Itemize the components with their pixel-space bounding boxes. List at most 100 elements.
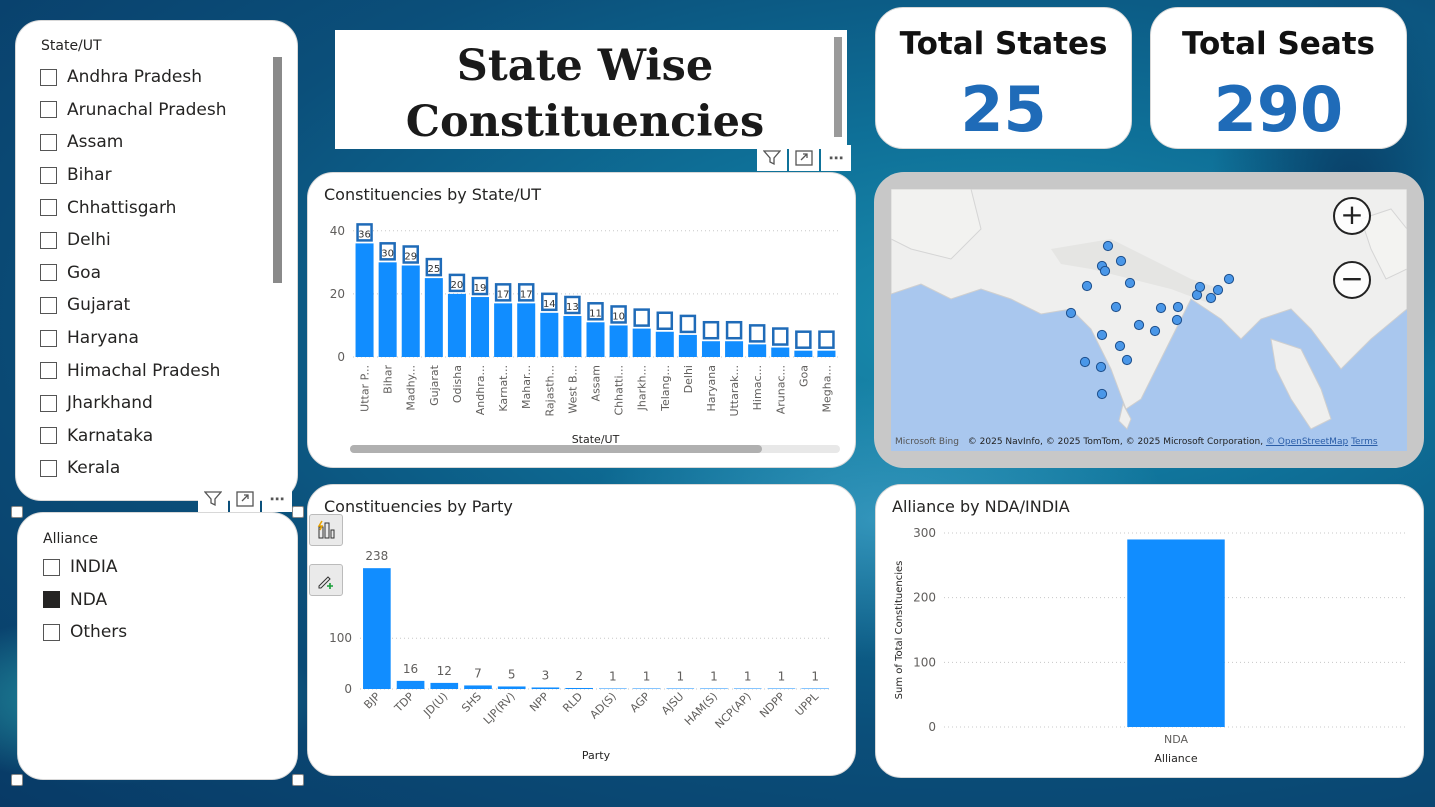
data-label: 14 xyxy=(543,299,556,310)
data-label: 1 xyxy=(710,669,718,683)
state-item-label: Assam xyxy=(67,132,124,153)
alliance-item[interactable]: INDIA xyxy=(43,551,127,584)
filter-icon[interactable] xyxy=(757,145,787,171)
x-tick-label: Delhi xyxy=(682,365,695,393)
bar xyxy=(609,325,628,357)
data-label: 1 xyxy=(676,669,684,683)
resize-handle[interactable] xyxy=(292,506,304,518)
zoom-in-button[interactable]: + xyxy=(1333,197,1371,235)
x-tick-label: West B... xyxy=(566,365,579,414)
alliance-item[interactable]: NDA xyxy=(43,584,127,617)
state-item[interactable]: Goa xyxy=(40,257,227,290)
checkbox[interactable] xyxy=(40,166,57,184)
map-point xyxy=(1212,284,1224,296)
state-item[interactable]: Andhra Pradesh xyxy=(40,61,227,94)
state-slicer-header-icons: ⋯ xyxy=(198,486,292,512)
checkbox[interactable] xyxy=(40,199,57,217)
resize-handle[interactable] xyxy=(11,774,23,786)
terms-link[interactable]: Terms xyxy=(1351,437,1378,447)
bar xyxy=(517,303,536,357)
bar xyxy=(599,688,627,689)
y-tick-label: 0 xyxy=(344,682,352,696)
format-visual-icon[interactable] xyxy=(309,564,343,596)
checkbox[interactable] xyxy=(43,558,60,576)
state-item[interactable]: Delhi xyxy=(40,224,227,257)
data-label: 36 xyxy=(358,229,371,240)
map-canvas[interactable]: + − Microsoft Bing © 2025 NavInfo, © 202… xyxy=(891,189,1407,451)
state-item[interactable]: Karnataka xyxy=(40,420,227,453)
checkbox[interactable] xyxy=(43,591,60,609)
data-label: 25 xyxy=(427,264,440,275)
state-item-label: Arunachal Pradesh xyxy=(67,99,227,120)
resize-handle[interactable] xyxy=(292,774,304,786)
state-item[interactable]: Chhattisgarh xyxy=(40,191,227,224)
data-label-box xyxy=(494,283,512,302)
checkbox[interactable] xyxy=(40,296,57,314)
state-item[interactable]: Arunachal Pradesh xyxy=(40,94,227,127)
focus-mode-icon[interactable] xyxy=(789,145,819,171)
checkbox[interactable] xyxy=(43,623,60,641)
state-slicer-scrollbar[interactable] xyxy=(273,57,282,283)
bar xyxy=(471,297,490,357)
x-tick-label: Telang... xyxy=(659,365,672,412)
x-tick-label: Jharkh... xyxy=(636,365,649,411)
bar xyxy=(565,687,593,689)
checkbox[interactable] xyxy=(40,133,57,151)
y-tick-label: 0 xyxy=(928,720,936,734)
checkbox[interactable] xyxy=(40,329,57,347)
alliance-item[interactable]: Others xyxy=(43,616,127,649)
checkbox[interactable] xyxy=(40,459,57,477)
data-label-box xyxy=(356,223,373,242)
alliance-item-label: Others xyxy=(70,622,128,643)
data-label-box xyxy=(425,257,443,277)
data-label: 238 xyxy=(365,549,388,563)
map-point xyxy=(1172,301,1184,313)
data-label: 30 xyxy=(381,248,394,259)
checkbox[interactable] xyxy=(40,427,57,445)
map-visual: + − Microsoft Bing © 2025 NavInfo, © 202… xyxy=(874,172,1424,468)
map-point xyxy=(1110,301,1122,313)
state-item-label: Chhattisgarh xyxy=(67,197,177,218)
data-label-box xyxy=(772,327,789,346)
bar xyxy=(748,344,767,357)
x-axis-title: State/UT xyxy=(572,433,620,446)
y-tick-label: 300 xyxy=(913,526,936,540)
resize-handle[interactable] xyxy=(11,506,23,518)
x-tick-label: Arunac... xyxy=(774,365,787,414)
checkbox[interactable] xyxy=(40,362,57,380)
data-label: 7 xyxy=(474,666,482,680)
checkbox[interactable] xyxy=(40,101,57,119)
title-scrollbar[interactable] xyxy=(834,37,842,137)
filter-icon[interactable] xyxy=(198,486,228,512)
state-item[interactable]: Assam xyxy=(40,126,227,159)
map-point xyxy=(1171,314,1183,326)
checkbox[interactable] xyxy=(40,264,57,282)
map-points-layer xyxy=(1065,240,1235,400)
bar xyxy=(794,350,813,357)
checkbox[interactable] xyxy=(40,231,57,249)
data-label: 1 xyxy=(643,669,651,683)
zoom-out-button[interactable]: − xyxy=(1333,261,1371,299)
state-item-label: Karnataka xyxy=(67,425,154,446)
bar xyxy=(464,685,492,689)
state-item[interactable]: Bihar xyxy=(40,159,227,192)
data-label-box xyxy=(748,324,766,343)
more-options-icon[interactable]: ⋯ xyxy=(821,145,851,171)
state-item[interactable]: Gujarat xyxy=(40,289,227,322)
bar xyxy=(430,682,459,689)
state-bar-chart: 0 20 40 36 Uttar P... 30 Bihar 29 Madhy... 25 Guja… xyxy=(330,223,840,453)
state-item[interactable]: Himachal Pradesh xyxy=(40,354,227,387)
build-visual-icon[interactable] xyxy=(309,514,343,546)
x-axis-title: Alliance xyxy=(1154,752,1197,765)
checkbox[interactable] xyxy=(40,68,57,86)
horizontal-scrollbar-thumb xyxy=(350,445,762,453)
bar xyxy=(801,688,829,689)
state-item[interactable]: Haryana xyxy=(40,322,227,355)
state-item[interactable]: Kerala xyxy=(40,452,227,485)
checkbox[interactable] xyxy=(40,394,57,412)
focus-mode-icon[interactable] xyxy=(230,486,260,512)
state-item[interactable]: Jharkhand xyxy=(40,387,227,420)
osm-link[interactable]: © OpenStreetMap xyxy=(1265,437,1349,447)
map-copyright: © 2025 NavInfo, © 2025 TomTom, © 2025 Mi… xyxy=(967,437,1264,447)
more-options-icon[interactable]: ⋯ xyxy=(262,486,292,512)
